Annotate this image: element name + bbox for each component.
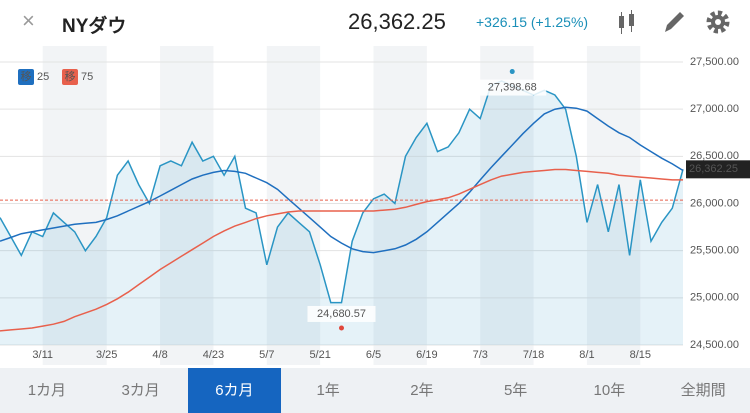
series-line: [0, 106, 684, 254]
edit-icon[interactable]: [665, 12, 684, 32]
x-tick-label: 5/21: [309, 349, 330, 361]
x-tick-label: 4/8: [152, 349, 167, 361]
low-label-bg: [307, 305, 376, 322]
period-tab[interactable]: 3カ月: [121, 382, 160, 399]
y-tick-label: 27,500.00: [690, 56, 739, 68]
settings-icon[interactable]: [706, 10, 730, 34]
x-tick-label: 8/15: [630, 349, 651, 361]
band: [42, 46, 107, 365]
toolbar-icons: [619, 10, 730, 34]
period-tab[interactable]: 5年: [503, 382, 528, 399]
y-tick-label: 26,500.00: [690, 150, 739, 162]
x-tick-label: 7/3: [473, 349, 488, 361]
band: [480, 46, 534, 365]
low-label: 24,680.57: [317, 308, 366, 320]
series-line: [0, 80, 684, 304]
period-tab[interactable]: 6カ月: [187, 368, 282, 413]
band: [160, 46, 214, 365]
period-tab[interactable]: 2年: [410, 382, 434, 399]
x-tick-label: 3/11: [32, 349, 53, 361]
low-marker: [339, 325, 344, 331]
legend-badge-text: 移: [65, 70, 76, 83]
last-price-label: 26,362.25: [689, 163, 738, 175]
price: 26,362.25: [348, 9, 446, 34]
last-price-badge: [686, 160, 750, 179]
period-tab[interactable]: 1カ月: [27, 382, 67, 399]
x-tick-label: 6/19: [416, 349, 437, 361]
title: NYダウ: [62, 16, 127, 37]
y-tick-label: 27,000.00: [690, 103, 739, 115]
price-area: [0, 80, 683, 346]
y-tick-label: 25,000.00: [690, 292, 739, 304]
x-tick-label: 8/1: [579, 349, 594, 361]
x-tick-label: 6/5: [366, 349, 381, 361]
band: [373, 46, 427, 365]
high-marker: [509, 69, 515, 75]
x-tick-label: 7/18: [523, 349, 544, 361]
period-tab[interactable]: 10年: [593, 382, 626, 399]
x-tick-label: 5/7: [259, 349, 274, 361]
period-tab[interactable]: 1年: [316, 382, 340, 399]
x-tick-label: 3/25: [96, 349, 117, 361]
header: × NYダウ 26,362.25 +326.15 (+1.25%): [0, 0, 750, 46]
high-label-bg: [478, 79, 547, 96]
y-tick-label: 24,500.00: [690, 339, 739, 351]
close-button[interactable]: ×: [22, 8, 35, 33]
legend-badge: [18, 69, 34, 85]
candle-icon[interactable]: [619, 10, 634, 34]
legend-badge-text: 移: [21, 70, 32, 83]
high-label: 27,398.68: [488, 81, 537, 93]
change: +326.15 (+1.25%): [476, 14, 589, 30]
period-tab[interactable]: 全期間: [680, 382, 726, 399]
y-tick-label: 26,000.00: [690, 197, 739, 209]
legend-badge: [62, 69, 78, 85]
chart: 24,500.00 25,000.00 25,500.00 26,000.00 26,5…: [0, 46, 750, 365]
legend-label: 75: [81, 71, 93, 83]
y-tick-label: 25,500.00: [690, 245, 739, 257]
period-tabs: 1カ月 3カ月 6カ月 1年 2年 5年 10年 全期間: [0, 368, 750, 413]
legend-label: 25: [37, 71, 49, 83]
series-line: [0, 168, 683, 332]
x-tick-label: 4/23: [203, 349, 224, 361]
